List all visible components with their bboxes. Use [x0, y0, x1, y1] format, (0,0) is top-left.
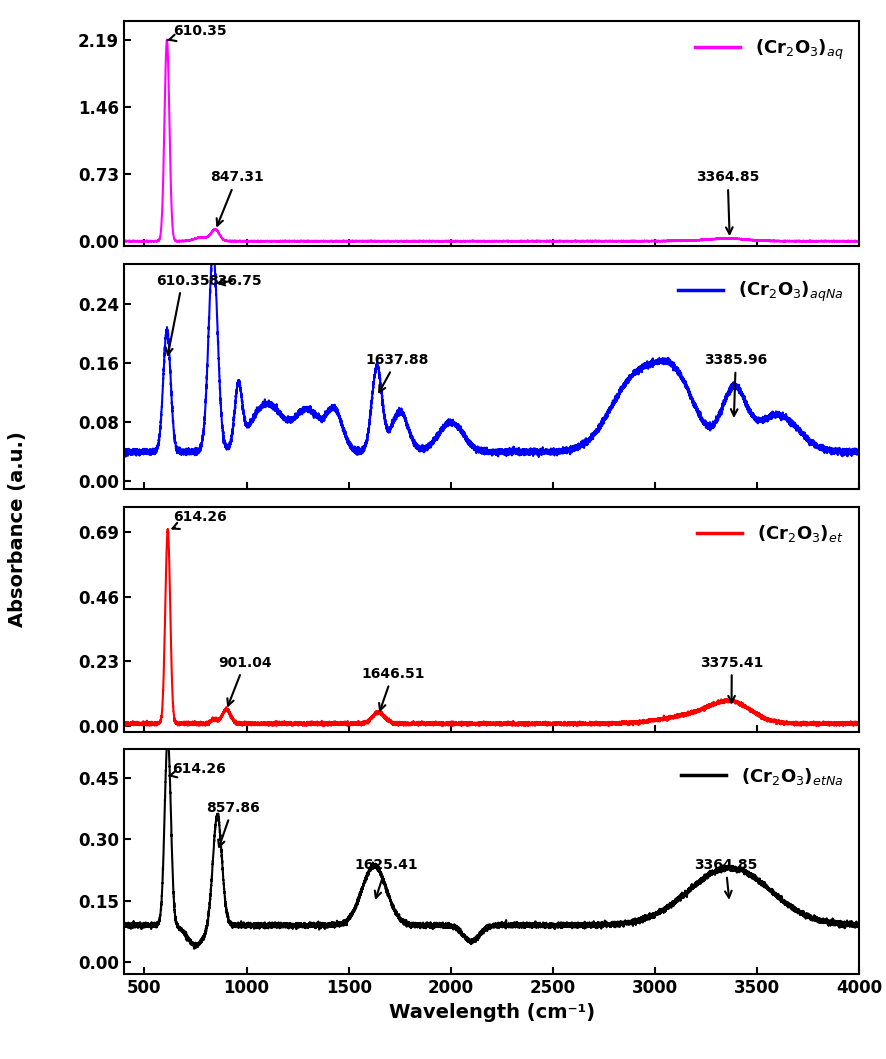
Text: 1646.51: 1646.51: [361, 667, 424, 711]
Text: 836.75: 836.75: [208, 273, 261, 288]
Text: 610.35: 610.35: [156, 273, 209, 355]
X-axis label: Wavelength (cm⁻¹): Wavelength (cm⁻¹): [389, 1003, 595, 1022]
Text: 614.26: 614.26: [173, 509, 227, 528]
Legend: (Cr$_2$O$_3$)$_{etNa}$: (Cr$_2$O$_3$)$_{etNa}$: [674, 758, 851, 794]
Text: 857.86: 857.86: [206, 801, 260, 847]
Legend: (Cr$_2$O$_3$)$_{aq}$: (Cr$_2$O$_3$)$_{aq}$: [688, 31, 851, 69]
Text: 610.35: 610.35: [167, 23, 227, 41]
Text: 847.31: 847.31: [210, 170, 263, 226]
Text: Absorbance (a.u.): Absorbance (a.u.): [8, 432, 27, 627]
Text: 3385.96: 3385.96: [704, 353, 767, 416]
Legend: (Cr$_2$O$_3$)$_{et}$: (Cr$_2$O$_3$)$_{et}$: [690, 516, 851, 551]
Text: 3364.85: 3364.85: [694, 858, 758, 898]
Text: 614.26: 614.26: [169, 762, 226, 777]
Text: 3364.85: 3364.85: [696, 170, 759, 234]
Text: 1625.41: 1625.41: [355, 858, 418, 898]
Legend: (Cr$_2$O$_3$)$_{aqNa}$: (Cr$_2$O$_3$)$_{aqNa}$: [671, 273, 851, 311]
Text: 901.04: 901.04: [218, 656, 272, 705]
Text: 1637.88: 1637.88: [365, 353, 429, 392]
Text: 3375.41: 3375.41: [700, 656, 764, 702]
